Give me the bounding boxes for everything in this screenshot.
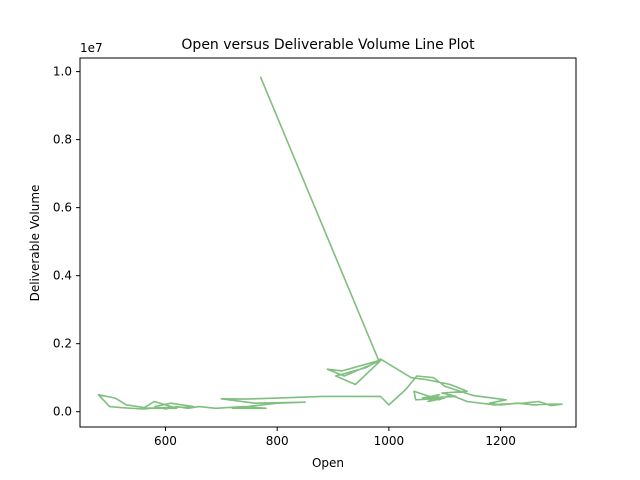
y-tick-label: 0.6	[53, 201, 72, 215]
x-tick-label: 1200	[485, 434, 516, 448]
y-tick-label: 0.8	[53, 133, 72, 147]
y-offset-label: 1e7	[80, 41, 103, 55]
y-tick-label: 1.0	[53, 65, 72, 79]
chart-title: Open versus Deliverable Volume Line Plot	[181, 37, 475, 53]
x-axis-label: Open	[312, 456, 344, 470]
y-axis: 0.0 0.2 0.4 0.6 0.8 1.0	[53, 65, 80, 419]
y-axis-label: Deliverable Volume	[28, 185, 42, 302]
y-tick-label: 0.2	[53, 337, 72, 351]
x-tick-label: 1000	[374, 434, 405, 448]
x-axis: 600 800 1000 1200	[154, 427, 516, 448]
axes-frame	[79, 57, 577, 428]
x-tick-label: 600	[154, 434, 177, 448]
series-line	[97, 76, 563, 410]
y-tick-label: 0.0	[53, 405, 72, 419]
x-tick-label: 800	[266, 434, 289, 448]
plot-area	[97, 76, 563, 410]
y-tick-label: 0.4	[53, 269, 72, 283]
